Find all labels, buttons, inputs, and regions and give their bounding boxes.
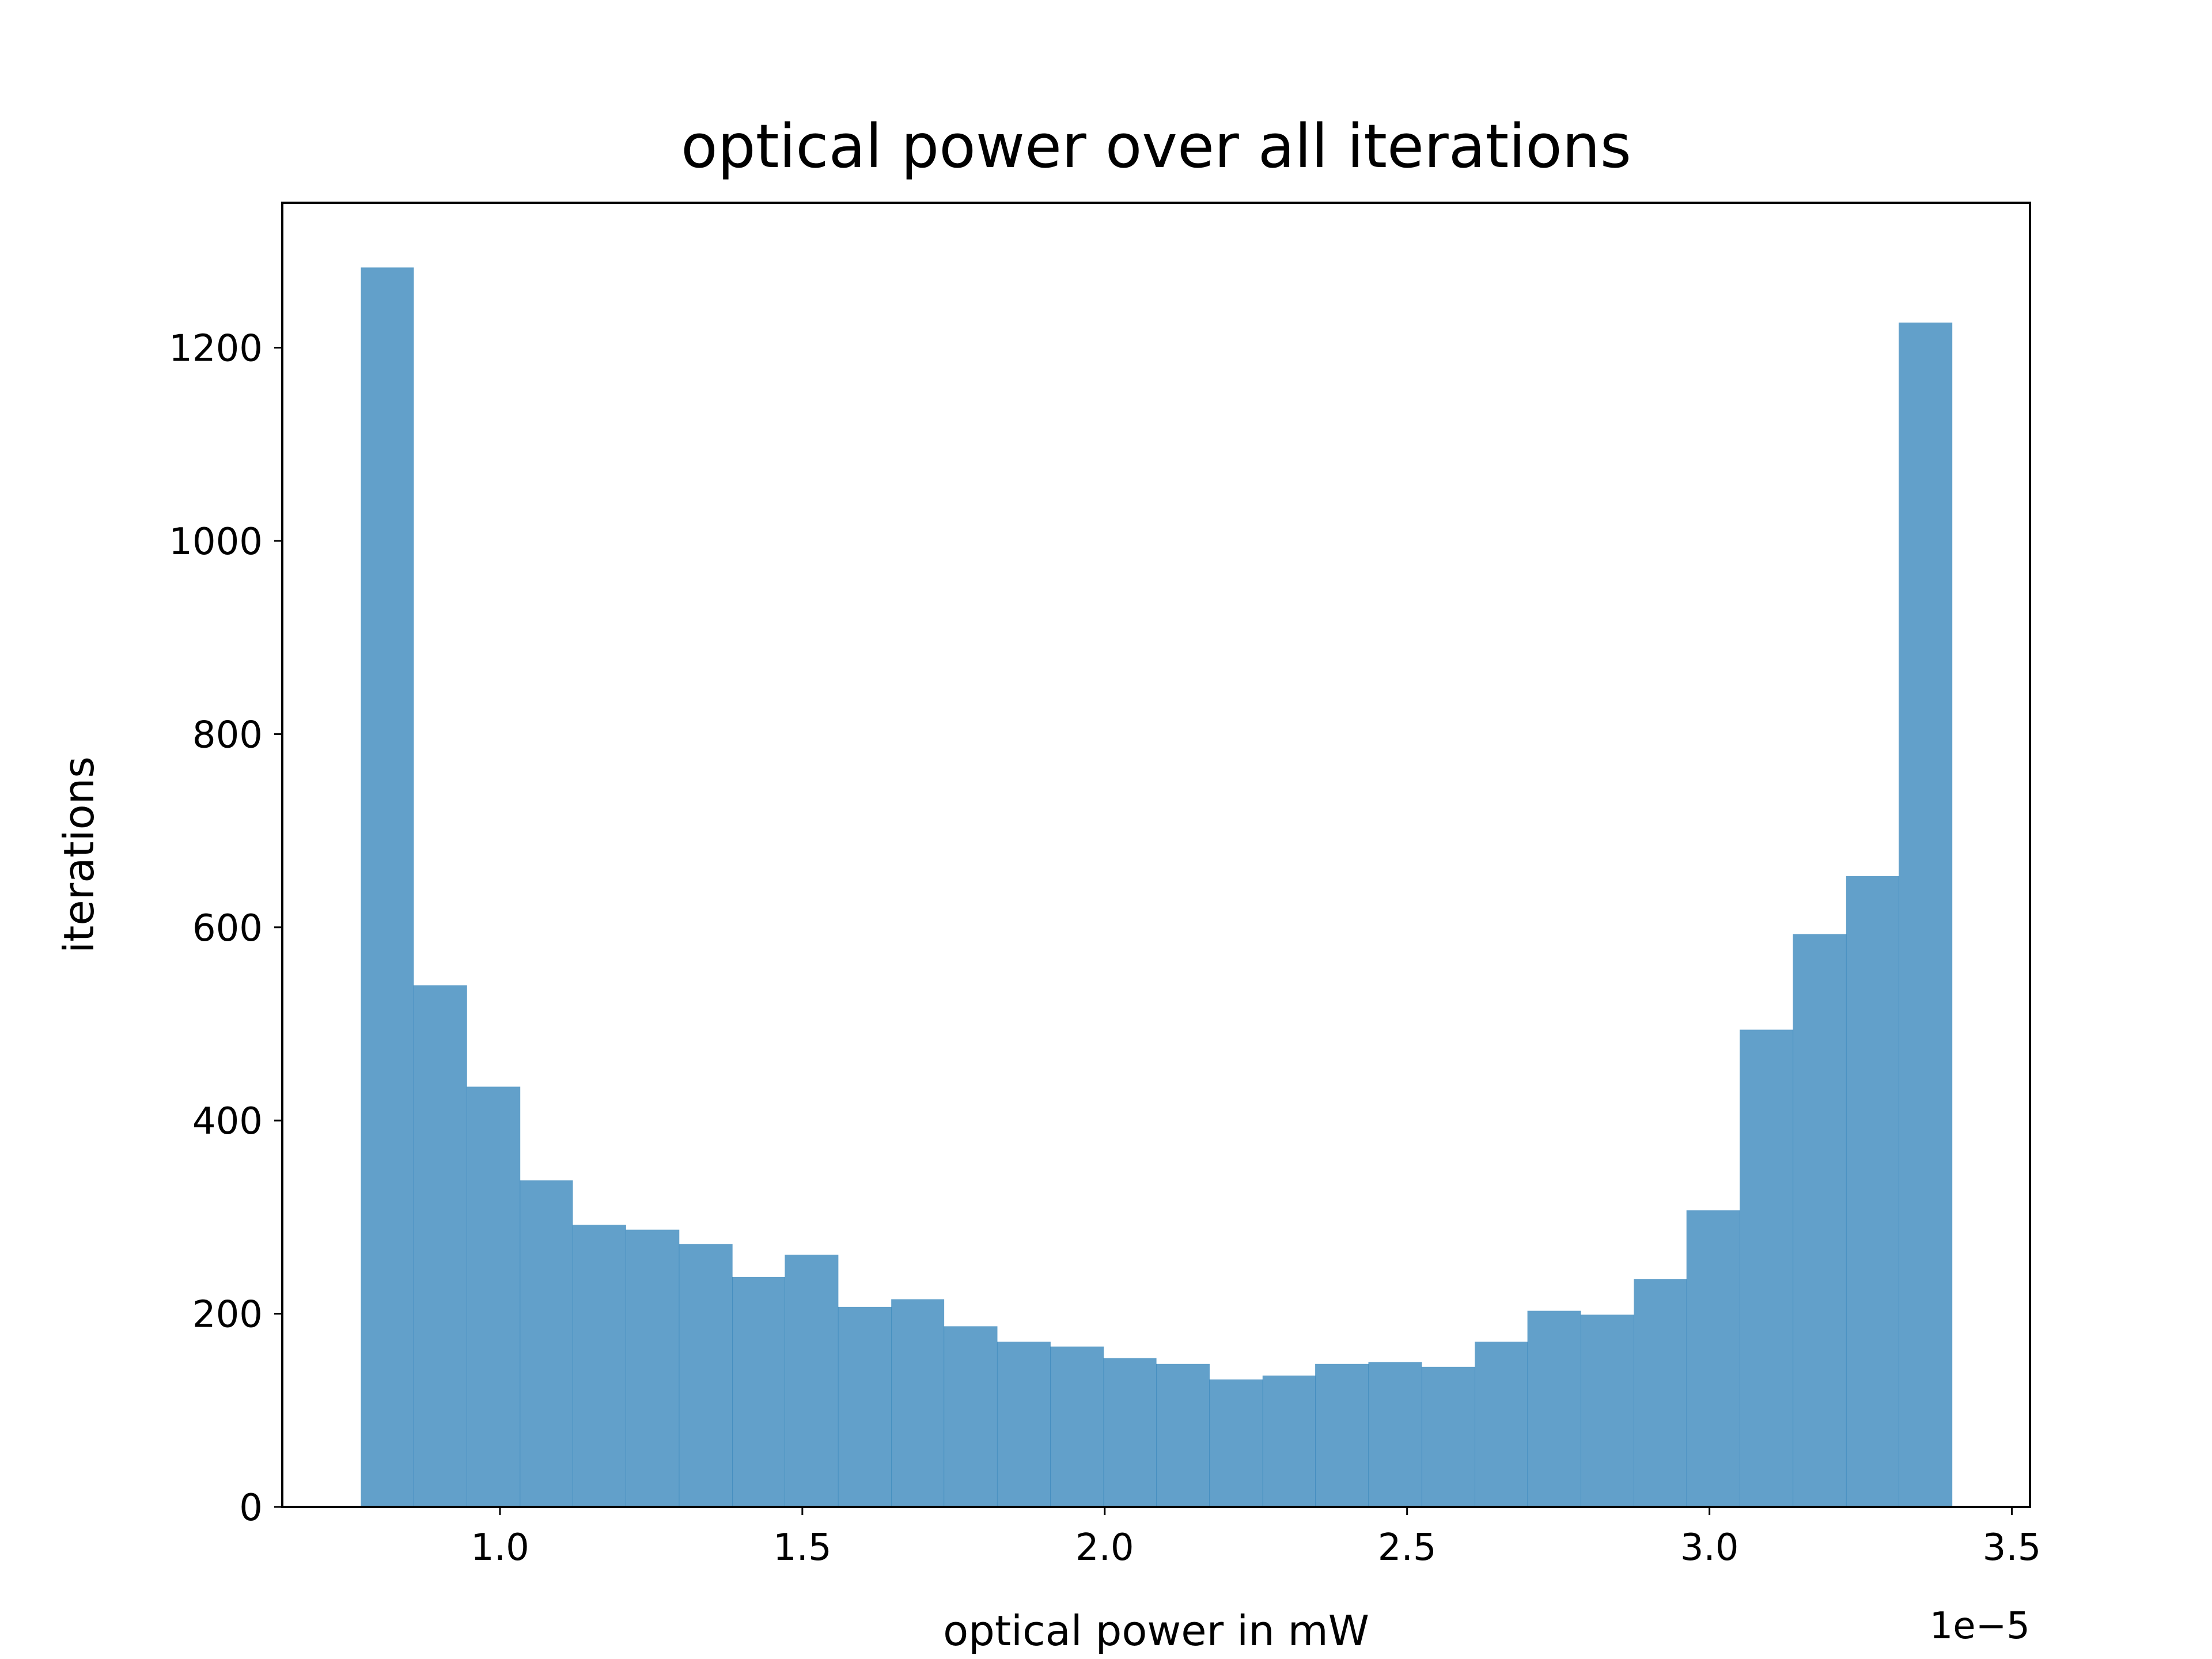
x-tick-label: 2.5 [1378, 1527, 1437, 1569]
histogram-bar [1899, 322, 1953, 1508]
plot-frame [281, 202, 2031, 1508]
histogram-bar [679, 1244, 733, 1507]
histogram-bar [1740, 1029, 1794, 1507]
histogram-bar [1634, 1279, 1687, 1507]
histogram-bar [1580, 1315, 1634, 1507]
histogram-bar [1103, 1358, 1157, 1507]
histogram-bar [1527, 1310, 1581, 1507]
bars-group [361, 267, 1953, 1508]
histogram-bar [944, 1326, 998, 1507]
histogram-bar [626, 1229, 680, 1507]
histogram-bar [1262, 1375, 1316, 1507]
y-tick-label: 1000 [169, 521, 263, 563]
histogram-bar [1793, 934, 1847, 1507]
histogram-bar [1475, 1342, 1528, 1507]
histogram-bar [1421, 1366, 1475, 1507]
histogram-bar [520, 1180, 573, 1507]
x-tick-label: 3.5 [1983, 1527, 2041, 1569]
x-axis-ticks: 1.0 1.5 2.0 2.5 3.0 3.5 [471, 1507, 2041, 1569]
histogram-bar [785, 1255, 839, 1507]
histogram-bar [838, 1306, 892, 1507]
y-tick-label: 200 [192, 1294, 263, 1336]
histogram-bar [1686, 1210, 1740, 1507]
y-axis-label: iterations [55, 756, 103, 953]
histogram-bar [1846, 876, 1899, 1507]
x-axis-label: optical power in mW [943, 1607, 1369, 1655]
histogram-bar [1315, 1363, 1369, 1507]
x-tick-label: 1.5 [773, 1527, 832, 1569]
y-tick-label: 400 [192, 1100, 263, 1143]
y-tick-label: 800 [192, 714, 263, 756]
y-tick-label: 0 [239, 1487, 263, 1529]
y-tick-label: 600 [192, 907, 263, 950]
x-tick-label: 2.0 [1075, 1527, 1134, 1569]
histogram-bar [891, 1299, 945, 1507]
histogram-bar [467, 1086, 521, 1507]
histogram-bar [572, 1225, 626, 1507]
histogram-bar [1209, 1379, 1263, 1507]
x-tick-label: 3.0 [1680, 1527, 1739, 1569]
histogram-bar [732, 1277, 785, 1507]
x-axis-offset-label: 1e−5 [1930, 1605, 2030, 1647]
histogram-bar [413, 985, 467, 1507]
y-axis-ticks: 0 200 400 600 800 1000 1200 [169, 328, 282, 1529]
y-tick-label: 1200 [169, 328, 263, 370]
histogram-bar [1368, 1362, 1422, 1507]
x-tick-label: 1.0 [471, 1527, 529, 1569]
histogram-bar [361, 267, 414, 1508]
histogram-bar [1156, 1363, 1210, 1507]
histogram-bar [1050, 1346, 1104, 1507]
histogram-bar [997, 1342, 1051, 1507]
chart-title: optical power over all iterations [681, 111, 1631, 181]
